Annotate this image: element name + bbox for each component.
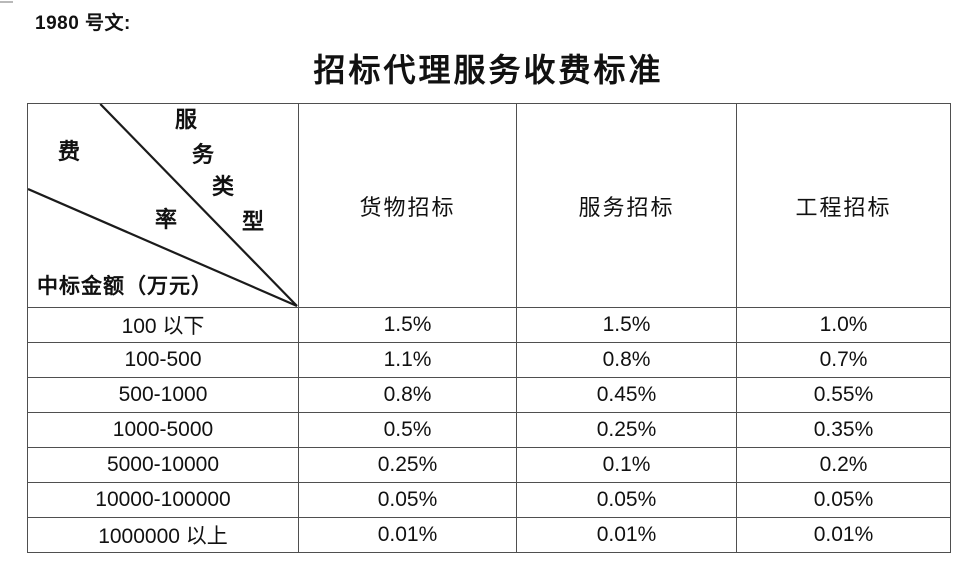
table-row: 1000-5000 0.5% 0.25% 0.35% (27, 412, 951, 448)
table-row: 100-500 1.1% 0.8% 0.7% (27, 342, 951, 378)
fee-rate-cell: 0.05% (736, 482, 951, 518)
fee-rate-cell: 0.55% (736, 377, 951, 413)
corner-cell-inner: 服 务 类 型 费 率 中标金额（万元） (28, 104, 298, 307)
corner-axis-char-service-1: 服 (175, 107, 198, 132)
fee-rate-cell: 0.5% (298, 412, 517, 448)
fee-rate-cell: 0.8% (516, 342, 737, 378)
page-title: 招标代理服务收费标准 (313, 52, 664, 88)
fee-rate-cell: 0.01% (736, 517, 951, 553)
fee-rate-cell: 0.01% (298, 517, 517, 553)
fee-rate-cell: 0.35% (736, 412, 951, 448)
table-row: 5000-10000 0.25% 0.1% 0.2% (27, 447, 951, 483)
corner-axis-char-rate-2: 率 (155, 207, 178, 232)
table-row: 500-1000 0.8% 0.45% 0.55% (27, 377, 951, 413)
fee-rate-cell: 0.7% (736, 342, 951, 378)
fee-rate-cell: 0.2% (736, 447, 951, 483)
col-header-goods-bidding: 货物招标 (298, 103, 517, 308)
fee-rate-cell: 0.25% (298, 447, 517, 483)
table-row: 10000-100000 0.05% 0.05% 0.05% (27, 482, 951, 518)
amount-range-cell: 1000000 以上 (27, 517, 299, 553)
corner-axis-char-service-2: 务 (192, 142, 215, 167)
amount-range-cell: 10000-100000 (27, 482, 299, 518)
fee-rate-cell: 1.5% (516, 307, 737, 343)
fee-rate-cell: 0.05% (516, 482, 737, 518)
amount-range-cell: 500-1000 (27, 377, 299, 413)
fee-rate-cell: 0.1% (516, 447, 737, 483)
corner-axis-char-rate-1: 费 (58, 139, 81, 164)
corner-axis-char-service-3: 类 (212, 174, 235, 199)
fee-rate-cell: 0.25% (516, 412, 737, 448)
amount-range-cell: 5000-10000 (27, 447, 299, 483)
row-axis-label: 中标金额（万元） (37, 274, 213, 298)
table-corner-cell: 服 务 类 型 费 率 中标金额（万元） (27, 103, 299, 308)
col-header-project-bidding: 工程招标 (736, 103, 951, 308)
amount-range-cell: 1000-5000 (27, 412, 299, 448)
col-header-service-bidding: 服务招标 (516, 103, 737, 308)
page-edge-artifact (0, 1, 13, 3)
fee-rate-cell: 1.5% (298, 307, 517, 343)
fee-rate-cell: 0.45% (516, 377, 737, 413)
corner-axis-char-service-4: 型 (242, 209, 265, 234)
doc-ref-label: 1980 号文: (35, 13, 131, 34)
fee-rate-cell: 0.05% (298, 482, 517, 518)
fee-rate-cell: 0.01% (516, 517, 737, 553)
table-header-row: 服 务 类 型 费 率 中标金额（万元） 货物招标 服务招标 工程招标 (27, 103, 951, 308)
table-row: 100 以下 1.5% 1.5% 1.0% (27, 307, 951, 343)
diagonal-divider-lines (28, 104, 298, 307)
amount-range-cell: 100-500 (27, 342, 299, 378)
amount-range-cell: 100 以下 (27, 307, 299, 343)
fee-rate-cell: 1.1% (298, 342, 517, 378)
fee-rate-cell: 1.0% (736, 307, 951, 343)
fee-standard-table: 服 务 类 型 费 率 中标金额（万元） 货物招标 服务招标 工程招标 100 … (27, 103, 951, 553)
table-row: 1000000 以上 0.01% 0.01% 0.01% (27, 517, 951, 553)
fee-rate-cell: 0.8% (298, 377, 517, 413)
